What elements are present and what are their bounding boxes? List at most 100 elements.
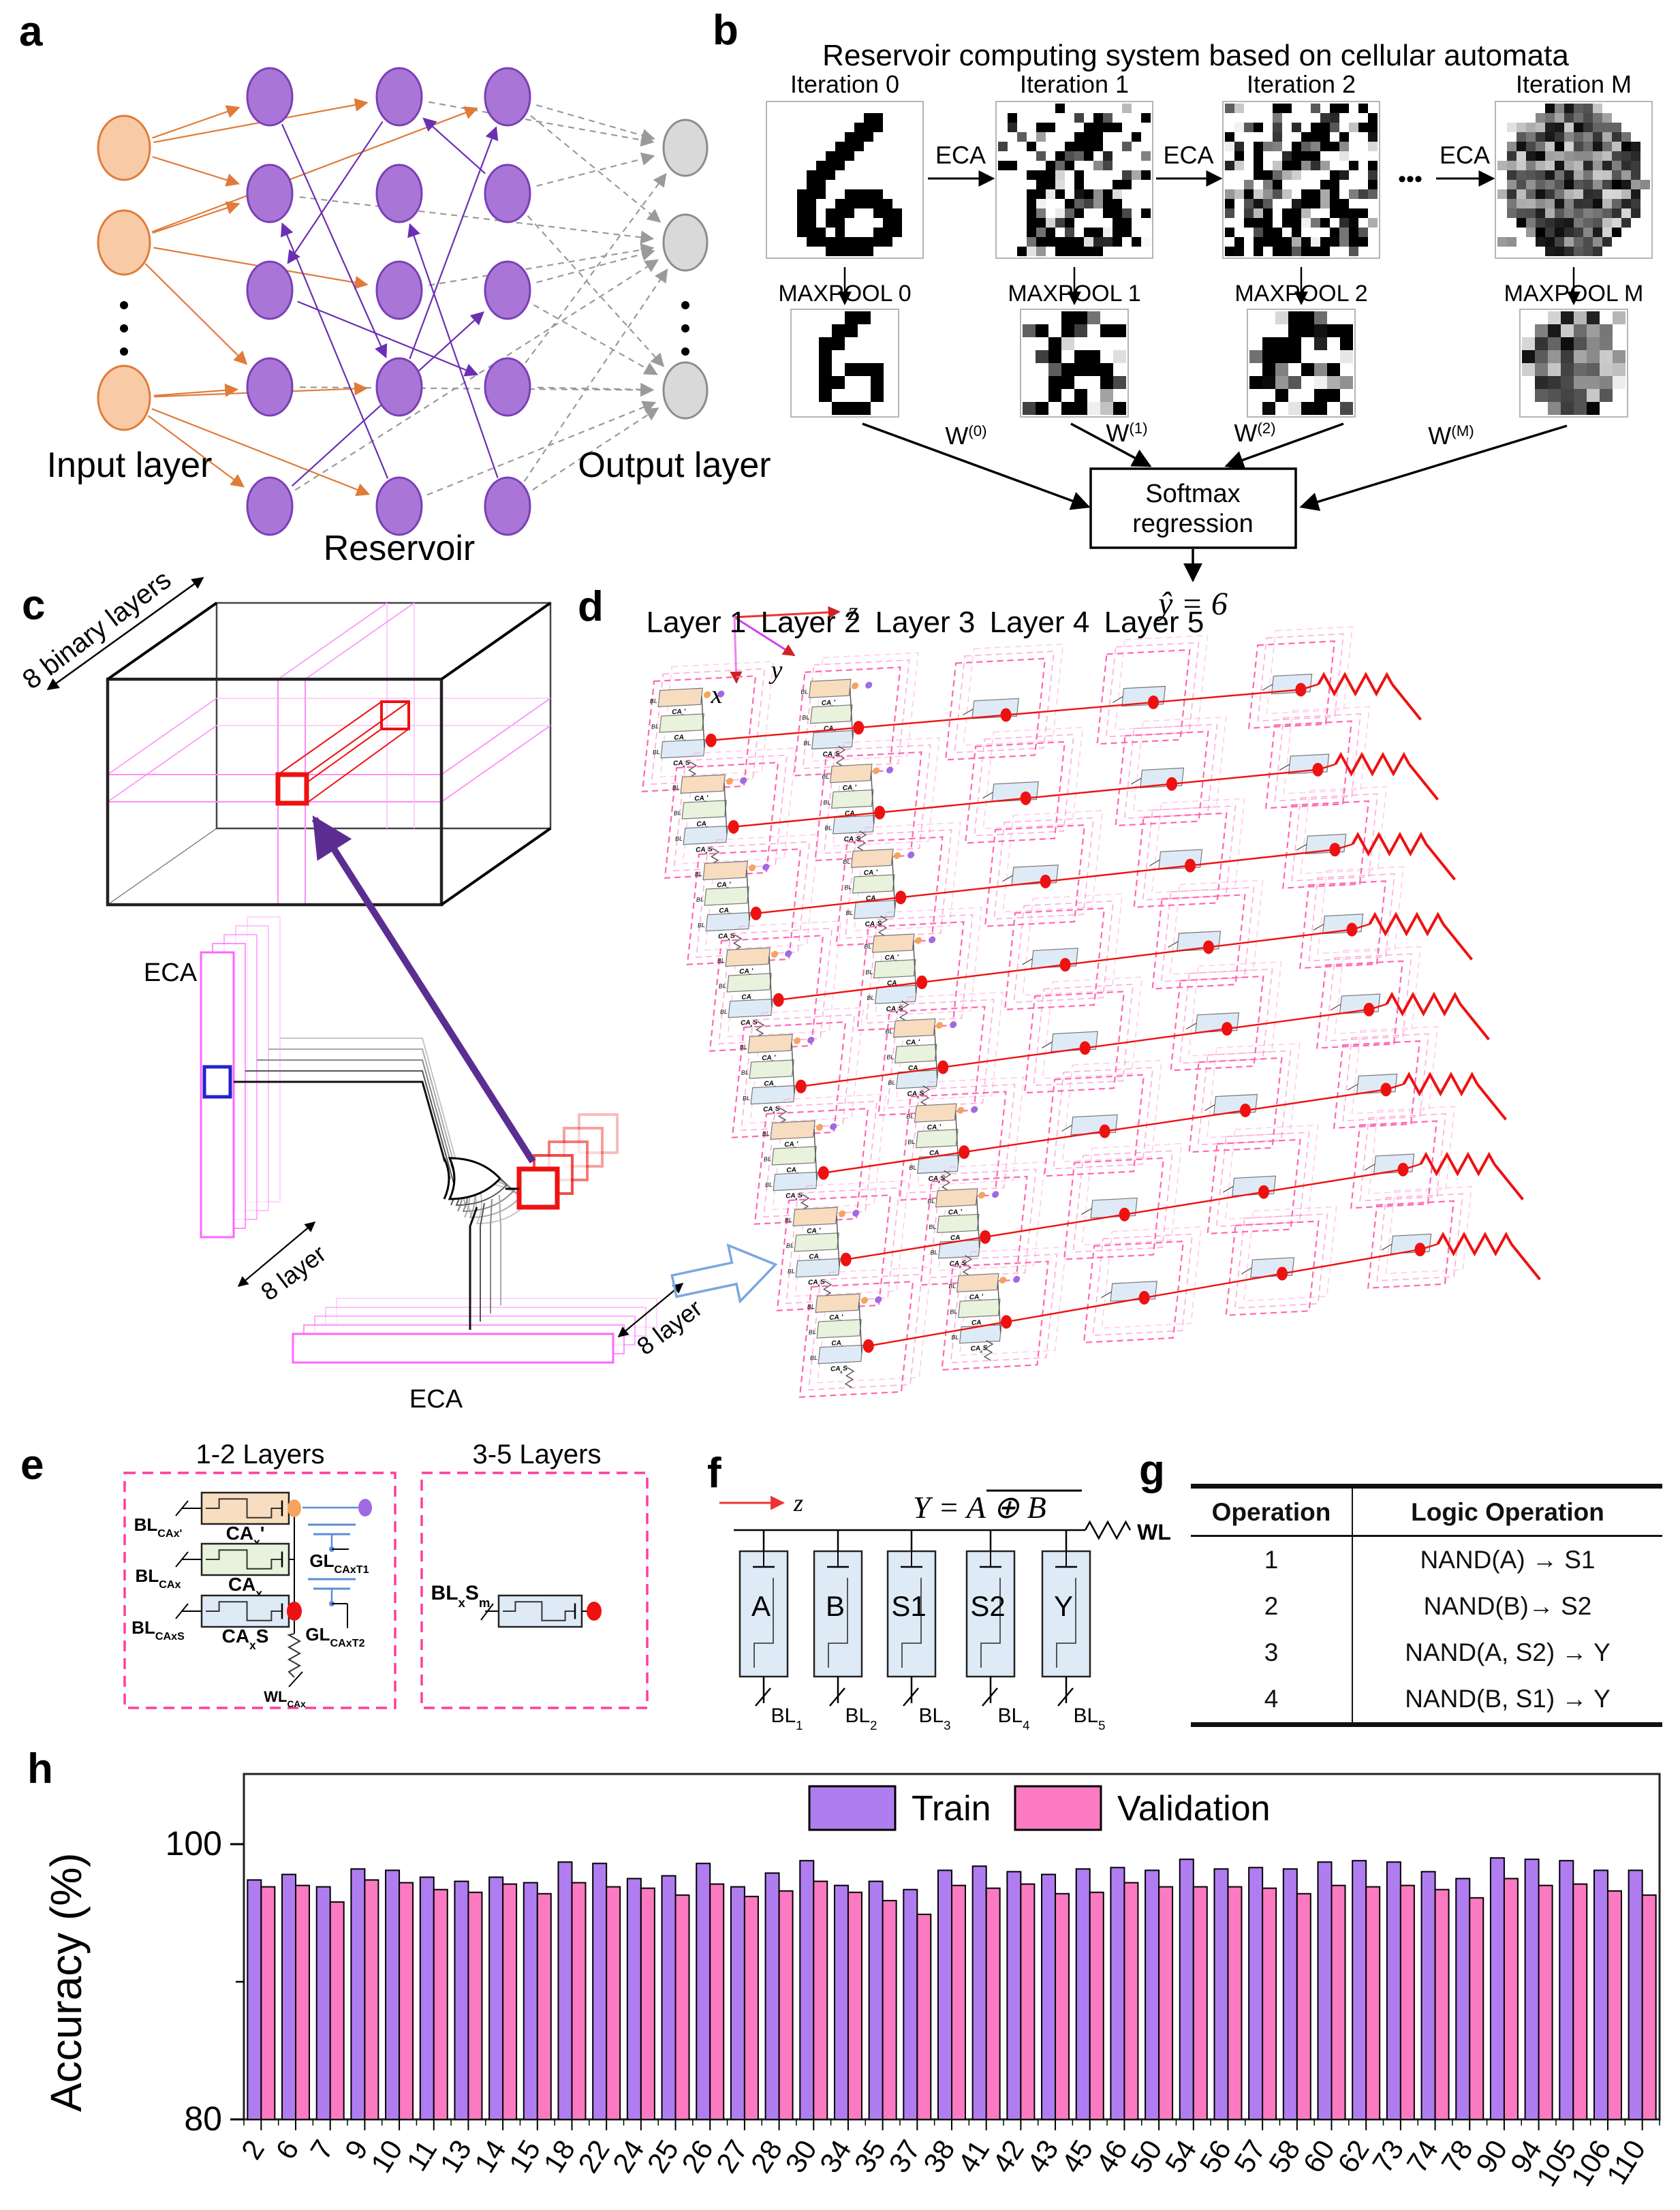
logic-table-cell: 4 <box>1191 1676 1353 1725</box>
bit-line-label-4: BL5 <box>1073 1705 1105 1732</box>
bar-train-13 <box>454 1880 469 2121</box>
x-tick-label-110: 110 <box>1600 2134 1651 2190</box>
bar-train-30 <box>799 1860 815 2120</box>
bar-validation-25 <box>674 1894 690 2120</box>
cell-bl-label: BL <box>885 1028 893 1036</box>
logic-operation-table: Operation Logic Operation 1 NAND(A) → S1 2… <box>1191 1484 1662 1727</box>
bar-train-11 <box>419 1876 435 2120</box>
bar-validation-78 <box>1469 1897 1484 2121</box>
array-cell-r7-l4 <box>1367 1185 1473 1289</box>
bar-validation-46 <box>1123 1882 1139 2121</box>
panel-a-letter: a <box>19 8 43 55</box>
bar-train-90 <box>1489 1857 1505 2120</box>
maxpool-image-3 <box>1519 309 1628 418</box>
logic-table-cell: NAND(A, S2) → Y <box>1405 1638 1611 1666</box>
bar-train-58 <box>1282 1868 1298 2121</box>
softmax-box <box>1089 467 1297 549</box>
highlight-cell-back <box>380 700 410 730</box>
box1-ca-label-0: CAx' <box>226 1523 265 1549</box>
cell-bl-label: BL <box>865 969 873 976</box>
node-dot-red <box>287 1602 302 1621</box>
bar-train-57 <box>1248 1867 1264 2121</box>
eca-arrow-label-2: ECA <box>1440 141 1490 169</box>
cell-bl-label: BL <box>845 909 854 917</box>
input-node-1 <box>97 209 151 276</box>
reservoir-node-0-2 <box>246 260 294 320</box>
box2-node-dot-red <box>587 1602 602 1621</box>
cell-bl-label: BL <box>867 994 875 1001</box>
bar-train-10 <box>385 1869 401 2120</box>
device-S1 <box>886 1550 937 1678</box>
logic-table-cell: 2 <box>1191 1583 1353 1630</box>
iteration-image-2 <box>1222 101 1380 259</box>
bar-validation-15 <box>536 1893 552 2120</box>
bar-validation-28 <box>778 1890 794 2120</box>
array-cell-r4-l3 <box>1170 961 1282 1072</box>
bar-validation-7 <box>329 1901 345 2121</box>
table-header-operation: Operation <box>1191 1486 1353 1537</box>
axis-x-label: x <box>711 681 723 709</box>
bar-train-62 <box>1352 1860 1367 2120</box>
cell-bl-label: BL <box>802 714 810 721</box>
cell-bl-label: BL <box>649 698 657 705</box>
highlight-cell-front <box>275 772 309 806</box>
bar-validation-62 <box>1365 1886 1381 2121</box>
reservoir-node-0-0 <box>246 67 294 127</box>
legend-swatch-train <box>808 1785 897 1831</box>
bar-train-56 <box>1213 1868 1229 2121</box>
output-node-1 <box>662 213 709 272</box>
prediction-label: ŷ = 6 <box>1155 586 1228 622</box>
bar-train-54 <box>1179 1858 1194 2120</box>
cell-bl-label: BL <box>906 1112 914 1120</box>
box1-device-1 <box>200 1542 290 1576</box>
bar-train-27 <box>730 1886 745 2121</box>
transition-arrow <box>670 1243 778 1304</box>
cell-bl-label: BL <box>764 1181 773 1189</box>
bar-train-26 <box>696 1863 711 2121</box>
bar-validation-2 <box>260 1886 276 2121</box>
maxpool-label-2: MAXPOOL 2 <box>1234 281 1367 307</box>
cell-bl-label: BL <box>951 1334 959 1341</box>
x-tick-label-6: 6 <box>269 2134 305 2165</box>
bar-train-45 <box>1075 1868 1091 2121</box>
bar-train-50 <box>1145 1869 1160 2120</box>
node-dot-orange <box>287 1499 301 1517</box>
bar-train-106 <box>1593 1869 1608 2120</box>
cell-bl-label: BL <box>718 982 726 990</box>
device-Y <box>1041 1550 1091 1678</box>
box1-ca-label-1: CAx <box>228 1574 262 1600</box>
maxpool-label-1: MAXPOOL 1 <box>1008 281 1140 307</box>
cell-bl-label: BL <box>929 1224 937 1231</box>
bar-validation-105 <box>1572 1883 1588 2121</box>
legend-swatch-validation <box>1014 1785 1102 1831</box>
cell-ca-label: CAxS <box>740 1018 758 1029</box>
wl-label: WLCAx <box>264 1688 306 1709</box>
bit-line-label-1: BL2 <box>845 1705 877 1732</box>
gl2-label: GLCAxT2 <box>305 1624 364 1649</box>
cell-bl-label: BL <box>674 835 683 843</box>
bar-train-43 <box>1041 1873 1057 2120</box>
cell-bl-label: BL <box>673 809 681 817</box>
eca-arrow-label-0: ECA <box>935 141 986 169</box>
bar-train-94 <box>1524 1858 1540 2120</box>
bar-train-35 <box>868 1880 884 2121</box>
reservoir-node-0-4 <box>246 476 294 536</box>
output-node-0 <box>662 119 709 177</box>
bar-train-2 <box>247 1879 262 2121</box>
cell-ca-label: CAxS <box>695 845 713 856</box>
logic-table-cell: NAND(A) → S1 <box>1420 1546 1596 1574</box>
panel-b-letter: b <box>713 7 738 54</box>
cell-bl-label: BL <box>909 1164 917 1172</box>
cell-bl-label: BL <box>808 1328 816 1336</box>
reservoir-node-0-3 <box>246 357 294 417</box>
bar-validation-35 <box>882 1899 897 2121</box>
box1-bl-label-2: BLCAxS <box>131 1617 185 1643</box>
bar-train-105 <box>1559 1860 1574 2120</box>
bar-validation-41 <box>985 1887 1001 2120</box>
bit-line-label-2: BL3 <box>918 1705 950 1732</box>
bar-train-28 <box>764 1872 780 2120</box>
cell-bl-label: BL <box>844 884 852 891</box>
